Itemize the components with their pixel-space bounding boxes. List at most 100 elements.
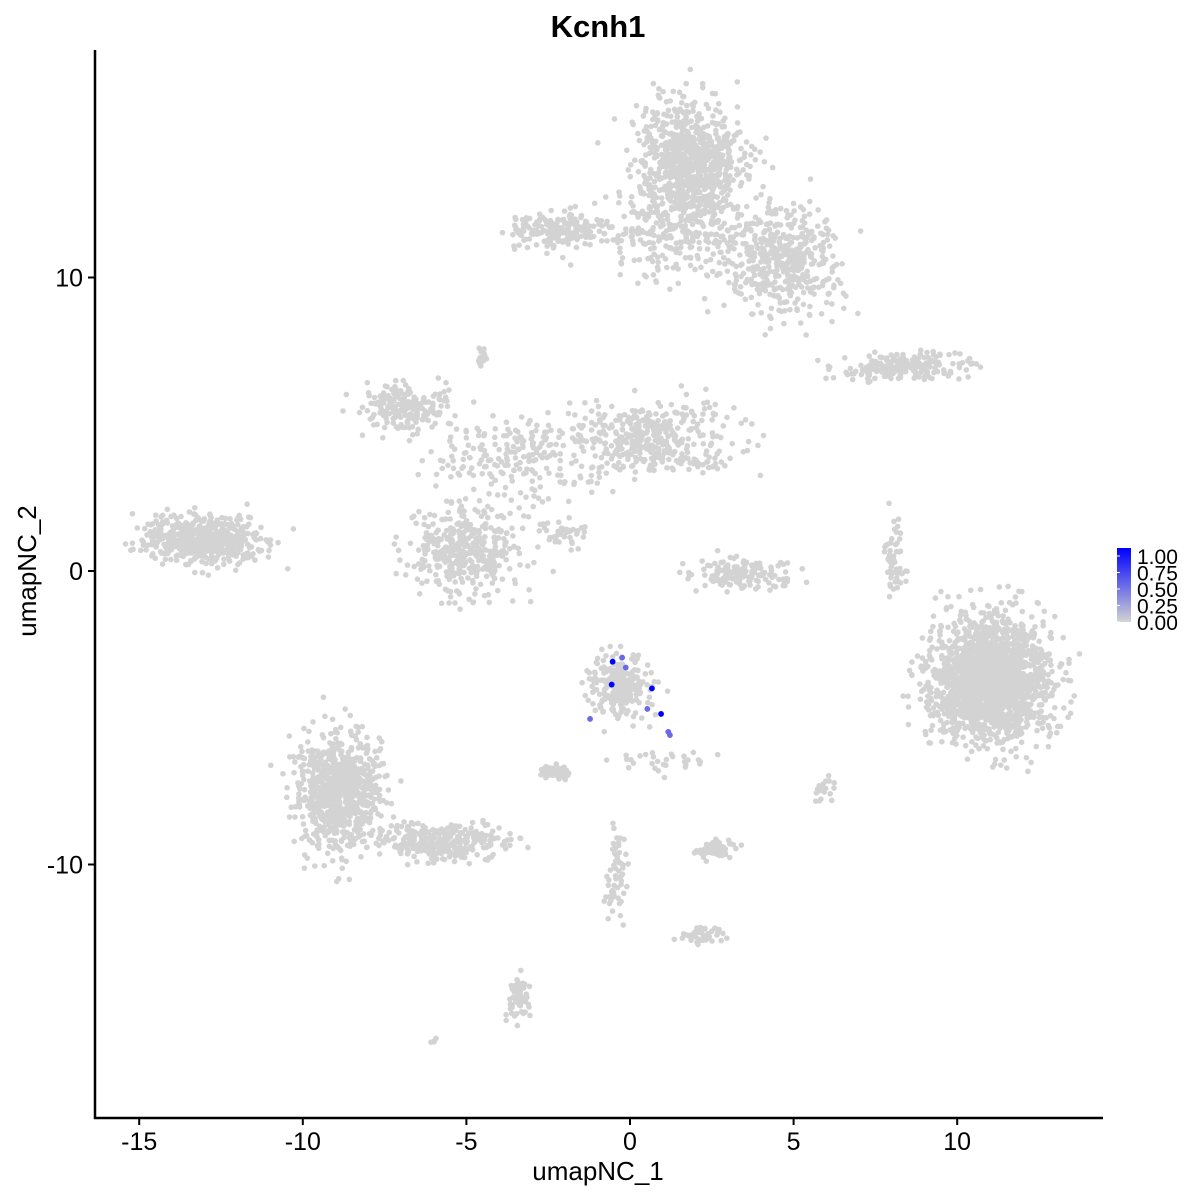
cell-point: [443, 379, 449, 386]
cell-point: [415, 426, 421, 433]
cell-point: [654, 264, 661, 271]
cell-point: [706, 192, 713, 198]
cell-point: [777, 222, 784, 228]
cell-point: [730, 177, 736, 183]
cell-point: [658, 151, 665, 158]
cell-point: [534, 231, 540, 237]
cell-point: [695, 168, 701, 175]
cell-point: [683, 80, 689, 87]
cell-point: [765, 263, 772, 270]
cell-point: [416, 591, 423, 597]
cell-point: [747, 163, 753, 170]
cell-point: [1035, 600, 1041, 607]
cell-point: [598, 238, 605, 244]
cell-point: [643, 274, 649, 280]
cell-point: [737, 262, 744, 268]
cell-point: [781, 250, 787, 256]
cell-point: [733, 277, 740, 284]
cell-point: [701, 406, 708, 412]
cell-point: [823, 375, 829, 382]
cell-point: [651, 202, 658, 209]
cell-point: [517, 459, 523, 466]
cell-point: [701, 139, 707, 146]
cell-point: [558, 472, 564, 479]
cell-point: [930, 613, 937, 619]
cell-point: [676, 137, 682, 144]
cell-point: [486, 599, 493, 606]
cell-point: [703, 101, 710, 108]
cell-point: [1025, 768, 1031, 775]
cell-point: [431, 512, 438, 519]
cell-point: [722, 170, 728, 177]
cell-point: [467, 454, 473, 461]
cell-point: [655, 259, 662, 266]
cell-point: [509, 598, 516, 604]
cell-point: [762, 252, 768, 259]
cell-point: [503, 530, 510, 537]
cell-point: [435, 375, 442, 381]
cell-point: [1063, 669, 1069, 676]
cell-point: [590, 223, 597, 230]
cell-point: [1071, 693, 1078, 699]
cell-point: [809, 285, 816, 291]
cell-point: [768, 315, 774, 322]
cell-point: [691, 456, 698, 462]
cell-point: [738, 179, 745, 186]
cell-point: [419, 457, 426, 464]
cell-point: [598, 454, 605, 461]
cell-point: [735, 211, 742, 217]
cell-point: [746, 176, 752, 182]
cell-point: [432, 571, 439, 578]
cell-point: [956, 376, 962, 382]
cell-point: [159, 521, 166, 527]
cell-point: [829, 318, 835, 325]
cell-point: [640, 432, 646, 438]
cell-point: [245, 521, 252, 528]
cell-point: [608, 455, 615, 462]
cell-point: [767, 325, 774, 332]
cell-point: [560, 216, 567, 223]
cell-point: [490, 412, 496, 419]
cell-point: [533, 449, 540, 456]
cell-point: [628, 193, 635, 200]
cell-point: [503, 556, 510, 563]
cell-point: [418, 566, 424, 572]
cell-point: [692, 163, 699, 170]
cell-point: [732, 288, 739, 295]
cell-point: [857, 228, 864, 234]
cell-point: [779, 286, 786, 293]
cell-point: [381, 424, 388, 431]
cell-point: [701, 295, 708, 302]
cell-point: [580, 448, 587, 454]
cell-point: [577, 424, 584, 430]
cell-point: [998, 600, 1005, 606]
cell-point: [847, 365, 854, 372]
cell-point: [473, 537, 480, 544]
cell-point: [797, 241, 804, 248]
cell-point: [811, 291, 817, 297]
cell-point: [537, 474, 543, 481]
cell-point: [674, 114, 681, 120]
cell-point: [740, 240, 746, 247]
cell-point: [715, 217, 722, 224]
cell-point: [600, 422, 607, 429]
cell-point: [612, 449, 618, 456]
cell-point: [511, 243, 517, 249]
cell-point: [470, 472, 477, 479]
cell-point: [662, 209, 669, 216]
cell-point: [670, 88, 677, 95]
cell-point: [783, 261, 790, 267]
cell-point: [709, 180, 715, 187]
cell-point: [232, 567, 239, 574]
cell-point: [905, 721, 912, 728]
cell-point: [492, 425, 499, 432]
cell-point: [657, 159, 663, 166]
cell-point: [421, 514, 428, 521]
cell-point: [586, 234, 592, 240]
cell-point: [712, 231, 718, 238]
cell-point: [830, 374, 837, 381]
cell-point: [484, 514, 491, 521]
cell-point: [615, 232, 622, 239]
cell-point: [185, 547, 191, 553]
